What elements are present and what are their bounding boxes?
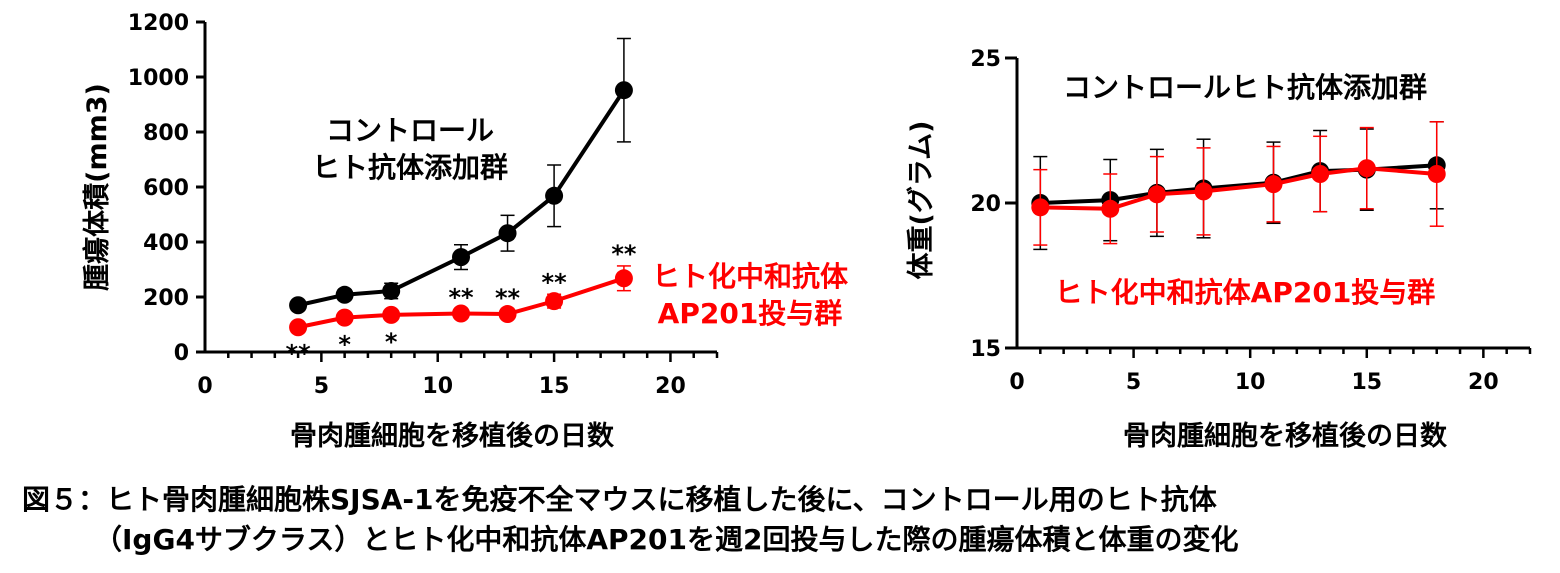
chart2-x-tick-label: 10 [1235,370,1266,395]
chart1-x-tick-label: 5 [314,374,329,399]
chart2-y-tick-label: 15 [970,337,1001,362]
chart1-y-tick-label: 0 [174,341,189,366]
chart1-series2-significance-label: ** [286,339,312,367]
chart1-series1-label: コントロール [326,114,494,147]
chart1-y-tick-label: 200 [143,286,189,311]
chart1-x-tick-label: 0 [197,374,212,399]
chart2-y-axis-label: 体重(グラム) [905,121,937,280]
chart2-series2-line [1040,166,1437,211]
chart2-series2-point [1101,199,1120,218]
chart2-series2-label: ヒト化中和抗体AP201投与群 [1055,276,1436,309]
chart1-series2-significance-label: ** [611,240,637,268]
chart2-series2-point [1264,175,1283,194]
chart2-x-tick-label: 20 [1468,370,1499,395]
chart1-series1-point [452,248,470,267]
chart1-series1-label: ヒト抗体添加群 [312,151,508,184]
chart1-series2-significance-label: * [385,328,398,356]
chart1-series2-label: ヒト化中和抗体 [652,260,849,293]
chart1-series1-point [335,285,354,304]
chart2-y-tick-label: 20 [970,192,1001,217]
chart2-x-tick-label: 0 [1009,370,1024,395]
chart1-y-tick-label: 800 [143,121,189,146]
figure-caption: 図５：ヒト骨肉腫細胞株SJSA-1を免疫不全マウスに移植した後に、コントロール用… [22,480,1552,560]
chart2-series2-point [1031,198,1050,217]
chart1-y-tick-label: 600 [143,176,189,201]
chart2-y-tick-label: 25 [970,47,1001,72]
chart1-y-tick-label: 1000 [128,66,189,91]
chart1-series1-point [382,281,401,300]
caption-line-2: （IgG4サブクラス）とヒト化中和抗体AP201を週2回投与した際の腫瘍体積と体… [94,523,1239,556]
chart1-series1-point [498,224,517,243]
chart1-series1-point [545,186,564,205]
chart1-series2-significance-label: * [338,330,351,358]
chart1-x-axis-label: 骨肉腫細胞を移植後の日数 [290,420,615,452]
chart1-series2-point [335,308,354,327]
chart2-x-axis-label: 骨肉腫細胞を移植後の日数 [1123,420,1448,452]
chart2-series2-point [1194,182,1213,201]
chart1-x-tick-label: 15 [539,374,570,399]
chart2-series2-point [1311,165,1330,183]
chart2-series2-point [1357,159,1376,178]
chart1-series1-point [614,81,633,100]
chart1-series2-significance-label: ** [495,284,521,312]
chart1-y-axis-label: 腫瘍体積(mm3) [81,83,113,291]
chart2-x-tick-label: 5 [1126,370,1141,395]
chart1-series2-point [498,305,517,324]
caption-line-1: 図５：ヒト骨肉腫細胞株SJSA-1を免疫不全マウスに移植した後に、コントロール用… [22,483,1217,516]
chart2-x-tick-label: 15 [1351,370,1382,395]
chart2-series2-point [1427,165,1446,183]
chart1-series2-label: AP201投与群 [658,297,843,330]
chart1-y-tick-label: 1200 [128,11,189,36]
chart2-series1-label: コントロールヒト抗体添加群 [1063,71,1427,104]
chart1-x-tick-label: 10 [422,374,453,399]
chart1-series2-point [545,292,564,311]
chart1-series2-point [289,318,308,337]
chart1-series1-point [289,296,308,315]
chart1-y-tick-label: 400 [143,231,189,256]
chart1-series2-point [452,304,470,323]
chart1-series2-point [614,269,633,288]
chart1-series2-point [382,305,401,324]
chart2-series2-point [1147,185,1166,204]
chart1-series2-significance-label: ** [448,283,474,311]
chart1-x-tick-label: 20 [655,374,686,399]
chart1-series2-significance-label: ** [542,268,568,296]
